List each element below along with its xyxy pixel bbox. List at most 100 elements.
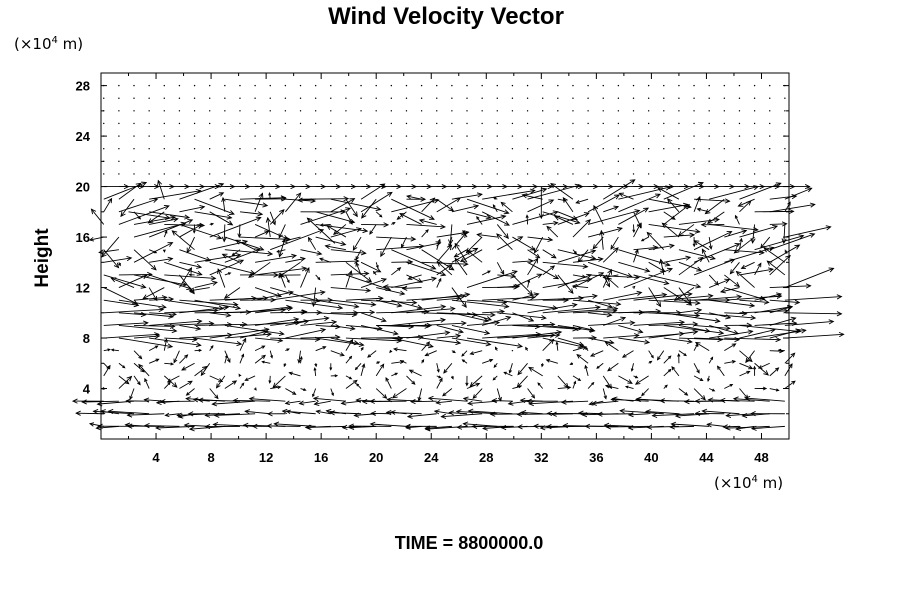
vector-shaft xyxy=(421,229,429,238)
vector-dot xyxy=(345,122,347,125)
vector-head xyxy=(196,318,203,324)
vector-dot xyxy=(133,110,135,112)
vector-dot xyxy=(345,135,347,137)
vector-shaft xyxy=(527,258,539,276)
vector-head xyxy=(212,422,219,428)
vector-head xyxy=(534,324,541,330)
vector-shaft xyxy=(239,382,245,389)
vector-head xyxy=(525,214,529,219)
vector-head xyxy=(667,368,672,373)
vector-dot xyxy=(753,160,756,163)
vector-shaft xyxy=(537,382,544,389)
vector-shaft xyxy=(739,329,776,339)
vector-dot xyxy=(511,173,514,175)
vector-shaft xyxy=(238,224,241,238)
vector-head xyxy=(348,355,353,360)
vector-shaft xyxy=(148,211,165,224)
vector-dot xyxy=(678,148,680,150)
vector-head xyxy=(706,218,713,224)
vector-head xyxy=(581,412,588,418)
vector-shaft xyxy=(299,400,316,405)
vector-shaft xyxy=(572,310,617,314)
vector-head xyxy=(714,217,720,223)
vector-head xyxy=(90,208,97,215)
vector-shaft xyxy=(300,321,337,326)
vector-head xyxy=(485,341,492,347)
vector-shaft xyxy=(128,211,170,219)
vector-head xyxy=(467,400,473,406)
vector-shaft xyxy=(300,198,349,200)
vector-shaft xyxy=(315,274,321,280)
vector-head xyxy=(536,273,543,279)
vector-shaft xyxy=(194,366,207,377)
vector-head xyxy=(255,216,262,222)
vector-dot xyxy=(163,135,165,137)
vector-shaft xyxy=(739,200,752,213)
vector-dot xyxy=(572,173,574,175)
vector-shaft xyxy=(693,375,703,381)
vector-shaft xyxy=(635,375,649,385)
vector-shaft xyxy=(315,346,326,352)
vector-dot xyxy=(723,97,726,99)
vector-dot xyxy=(269,84,271,87)
vector-shaft xyxy=(466,215,506,225)
vector-shaft xyxy=(784,333,844,339)
vector-head xyxy=(518,385,523,389)
vector-dot xyxy=(178,110,181,112)
vector-head xyxy=(232,301,239,307)
vector-head xyxy=(578,295,585,301)
vector-dot xyxy=(254,97,256,99)
vector-shaft xyxy=(209,261,255,274)
vector-shaft xyxy=(209,324,232,326)
vector-dot xyxy=(708,97,710,99)
vector-head xyxy=(192,230,196,234)
vector-dot xyxy=(541,122,544,125)
vector-head xyxy=(517,370,523,376)
vector-shaft xyxy=(527,334,560,339)
vector-head xyxy=(352,379,358,385)
vector-shaft xyxy=(678,287,692,304)
vector-dot xyxy=(753,135,756,137)
vector-head xyxy=(227,272,232,276)
vector-head xyxy=(199,205,206,211)
vector-head xyxy=(354,366,358,371)
vector-shaft xyxy=(213,423,256,427)
vector-shaft xyxy=(466,211,491,219)
vector-shaft xyxy=(449,224,453,245)
vector-shaft xyxy=(103,362,110,370)
vector-shaft xyxy=(133,296,167,301)
vector-head xyxy=(573,251,578,255)
vector-shaft xyxy=(133,335,160,339)
vector-head xyxy=(316,250,323,256)
vector-head xyxy=(138,355,143,360)
vector-shaft xyxy=(391,361,404,364)
vector-head xyxy=(81,399,87,405)
vector-head xyxy=(417,396,422,402)
vector-shaft xyxy=(179,354,188,364)
vector-head xyxy=(634,396,641,403)
vector-dot xyxy=(784,160,786,163)
vector-shaft xyxy=(375,388,387,399)
vector-head xyxy=(560,399,567,405)
vector-shaft xyxy=(451,312,489,322)
vector-shaft xyxy=(406,261,446,276)
vector-head xyxy=(694,398,701,404)
vector-shaft xyxy=(693,388,706,401)
vector-head xyxy=(241,321,248,328)
vector-shaft xyxy=(421,293,470,301)
vector-shaft xyxy=(239,354,244,364)
vector-dot xyxy=(602,84,604,87)
vector-dot xyxy=(118,84,120,87)
vector-dot xyxy=(390,173,393,175)
vector-shaft xyxy=(209,312,231,317)
vector-head xyxy=(440,413,447,419)
vector-head xyxy=(303,319,310,325)
vector-head xyxy=(549,338,555,345)
vector-head xyxy=(147,271,153,278)
vector-head xyxy=(277,385,282,390)
vector-head xyxy=(604,341,611,347)
vector-dot xyxy=(769,97,771,99)
vector-head xyxy=(299,256,306,262)
vector-head xyxy=(186,247,192,254)
